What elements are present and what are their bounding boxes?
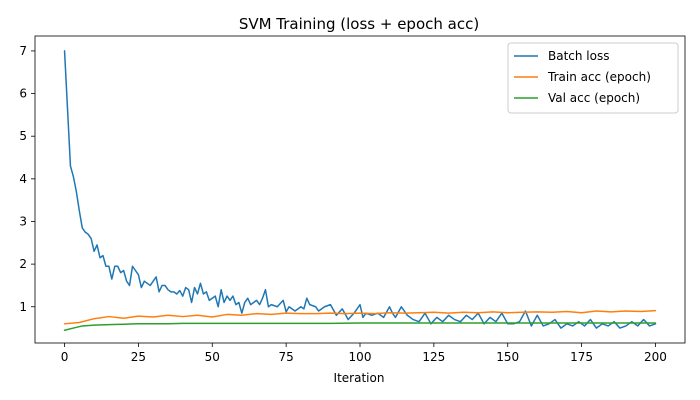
y-tick-label-4: 5 [19,129,27,143]
x-tick-label-7: 175 [570,350,593,364]
x-tick-label-8: 200 [644,350,667,364]
series-line-2 [63,322,657,331]
legend-box [507,42,679,114]
x-tick-label-5: 125 [422,350,445,364]
plot-area [63,50,657,331]
y-tick-label-6: 7 [19,44,27,58]
y-tick-label-2: 3 [19,214,27,228]
y-tick-label-0: 1 [19,300,27,314]
legend-label-2: Val acc (epoch) [548,91,640,105]
legend-label-0: Batch loss [548,49,610,63]
x-tick-label-3: 75 [278,350,293,364]
x-tick-label-1: 25 [131,350,146,364]
series-line-0 [63,50,657,329]
y-tick-label-1: 2 [19,257,27,271]
x-axis-title: Iteration [334,371,385,385]
y-tick-label-3: 4 [19,172,27,186]
legend: Batch loss Train acc (epoch) Val acc (epoc… [507,42,679,114]
chart-title: SVM Training (loss + epoch acc) [239,15,479,33]
x-tick-label-4: 100 [349,350,372,364]
x-tick-label-0: 0 [61,350,69,364]
x-tick-label-6: 150 [496,350,519,364]
x-tick-label-2: 50 [205,350,220,364]
legend-label-1: Train acc (epoch) [547,70,651,84]
series-line-1 [63,309,657,325]
y-tick-label-5: 6 [19,87,27,101]
axes: 0 25 50 75 100 125 150 175 200 1 2 3 4 5 6 7 [19,44,667,364]
